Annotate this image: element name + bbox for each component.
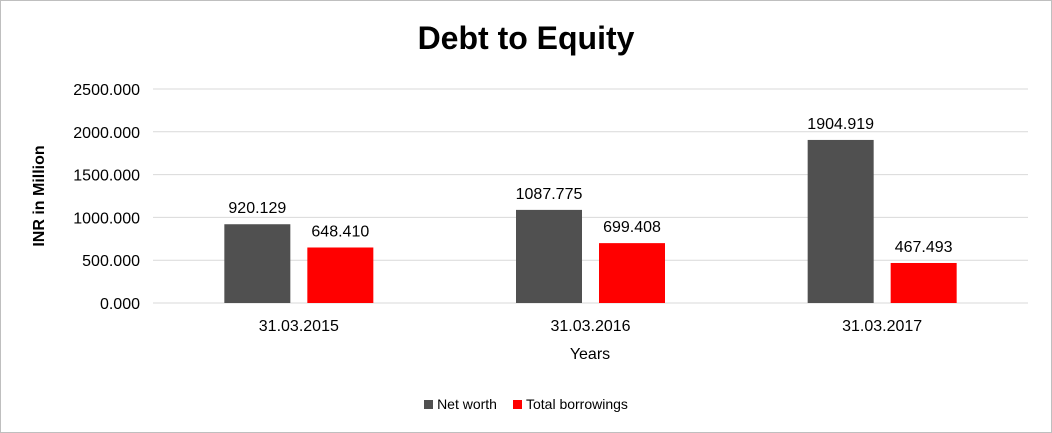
y-axis-title: INR in Million xyxy=(31,145,48,246)
y-tick-label: 2000.000 xyxy=(73,125,140,142)
x-tick-label: 31.03.2016 xyxy=(550,318,630,335)
bar xyxy=(599,243,665,303)
bar xyxy=(807,139,874,303)
data-label: 1087.775 xyxy=(516,186,583,203)
legend-item-total-borrowings: Total borrowings xyxy=(512,396,628,412)
bar xyxy=(224,224,291,303)
data-label: 1904.919 xyxy=(807,116,874,133)
x-axis-title: Years xyxy=(570,346,610,363)
bar xyxy=(890,262,957,303)
x-tick-labels: 31.03.2015 31.03.2016 31.03.2017 xyxy=(259,318,923,335)
data-label: 699.408 xyxy=(603,219,661,236)
chart-title: Debt to Equity xyxy=(417,20,635,56)
bars xyxy=(224,139,957,303)
gridlines xyxy=(153,88,1028,304)
bar xyxy=(307,247,374,303)
x-tick-label: 31.03.2017 xyxy=(842,318,922,335)
data-label: 467.493 xyxy=(895,239,953,256)
legend-swatch-net-worth xyxy=(424,399,434,409)
legend-label-total-borrowings: Total borrowings xyxy=(525,396,628,412)
legend-swatch-total-borrowings xyxy=(512,399,522,409)
data-label: 920.129 xyxy=(228,200,286,217)
y-tick-labels: 0.000 500.000 1000.000 1500.000 2000.000 2500… xyxy=(73,82,140,313)
data-label: 648.410 xyxy=(311,223,369,240)
y-tick-label: 0.000 xyxy=(100,296,140,313)
legend-item-net-worth: Net worth xyxy=(424,396,497,412)
y-tick-label: 1000.000 xyxy=(73,210,140,227)
legend-label-net-worth: Net worth xyxy=(437,396,497,412)
x-tick-label: 31.03.2015 xyxy=(259,318,339,335)
legend: Net worth Total borrowings xyxy=(0,396,1052,412)
y-tick-label: 500.000 xyxy=(82,253,140,270)
data-labels: 920.129 648.410 1087.775 699.408 1904.919 467… xyxy=(228,116,952,256)
bar xyxy=(516,209,582,303)
y-tick-label: 2500.000 xyxy=(73,82,140,99)
y-tick-label: 1500.000 xyxy=(73,168,140,185)
